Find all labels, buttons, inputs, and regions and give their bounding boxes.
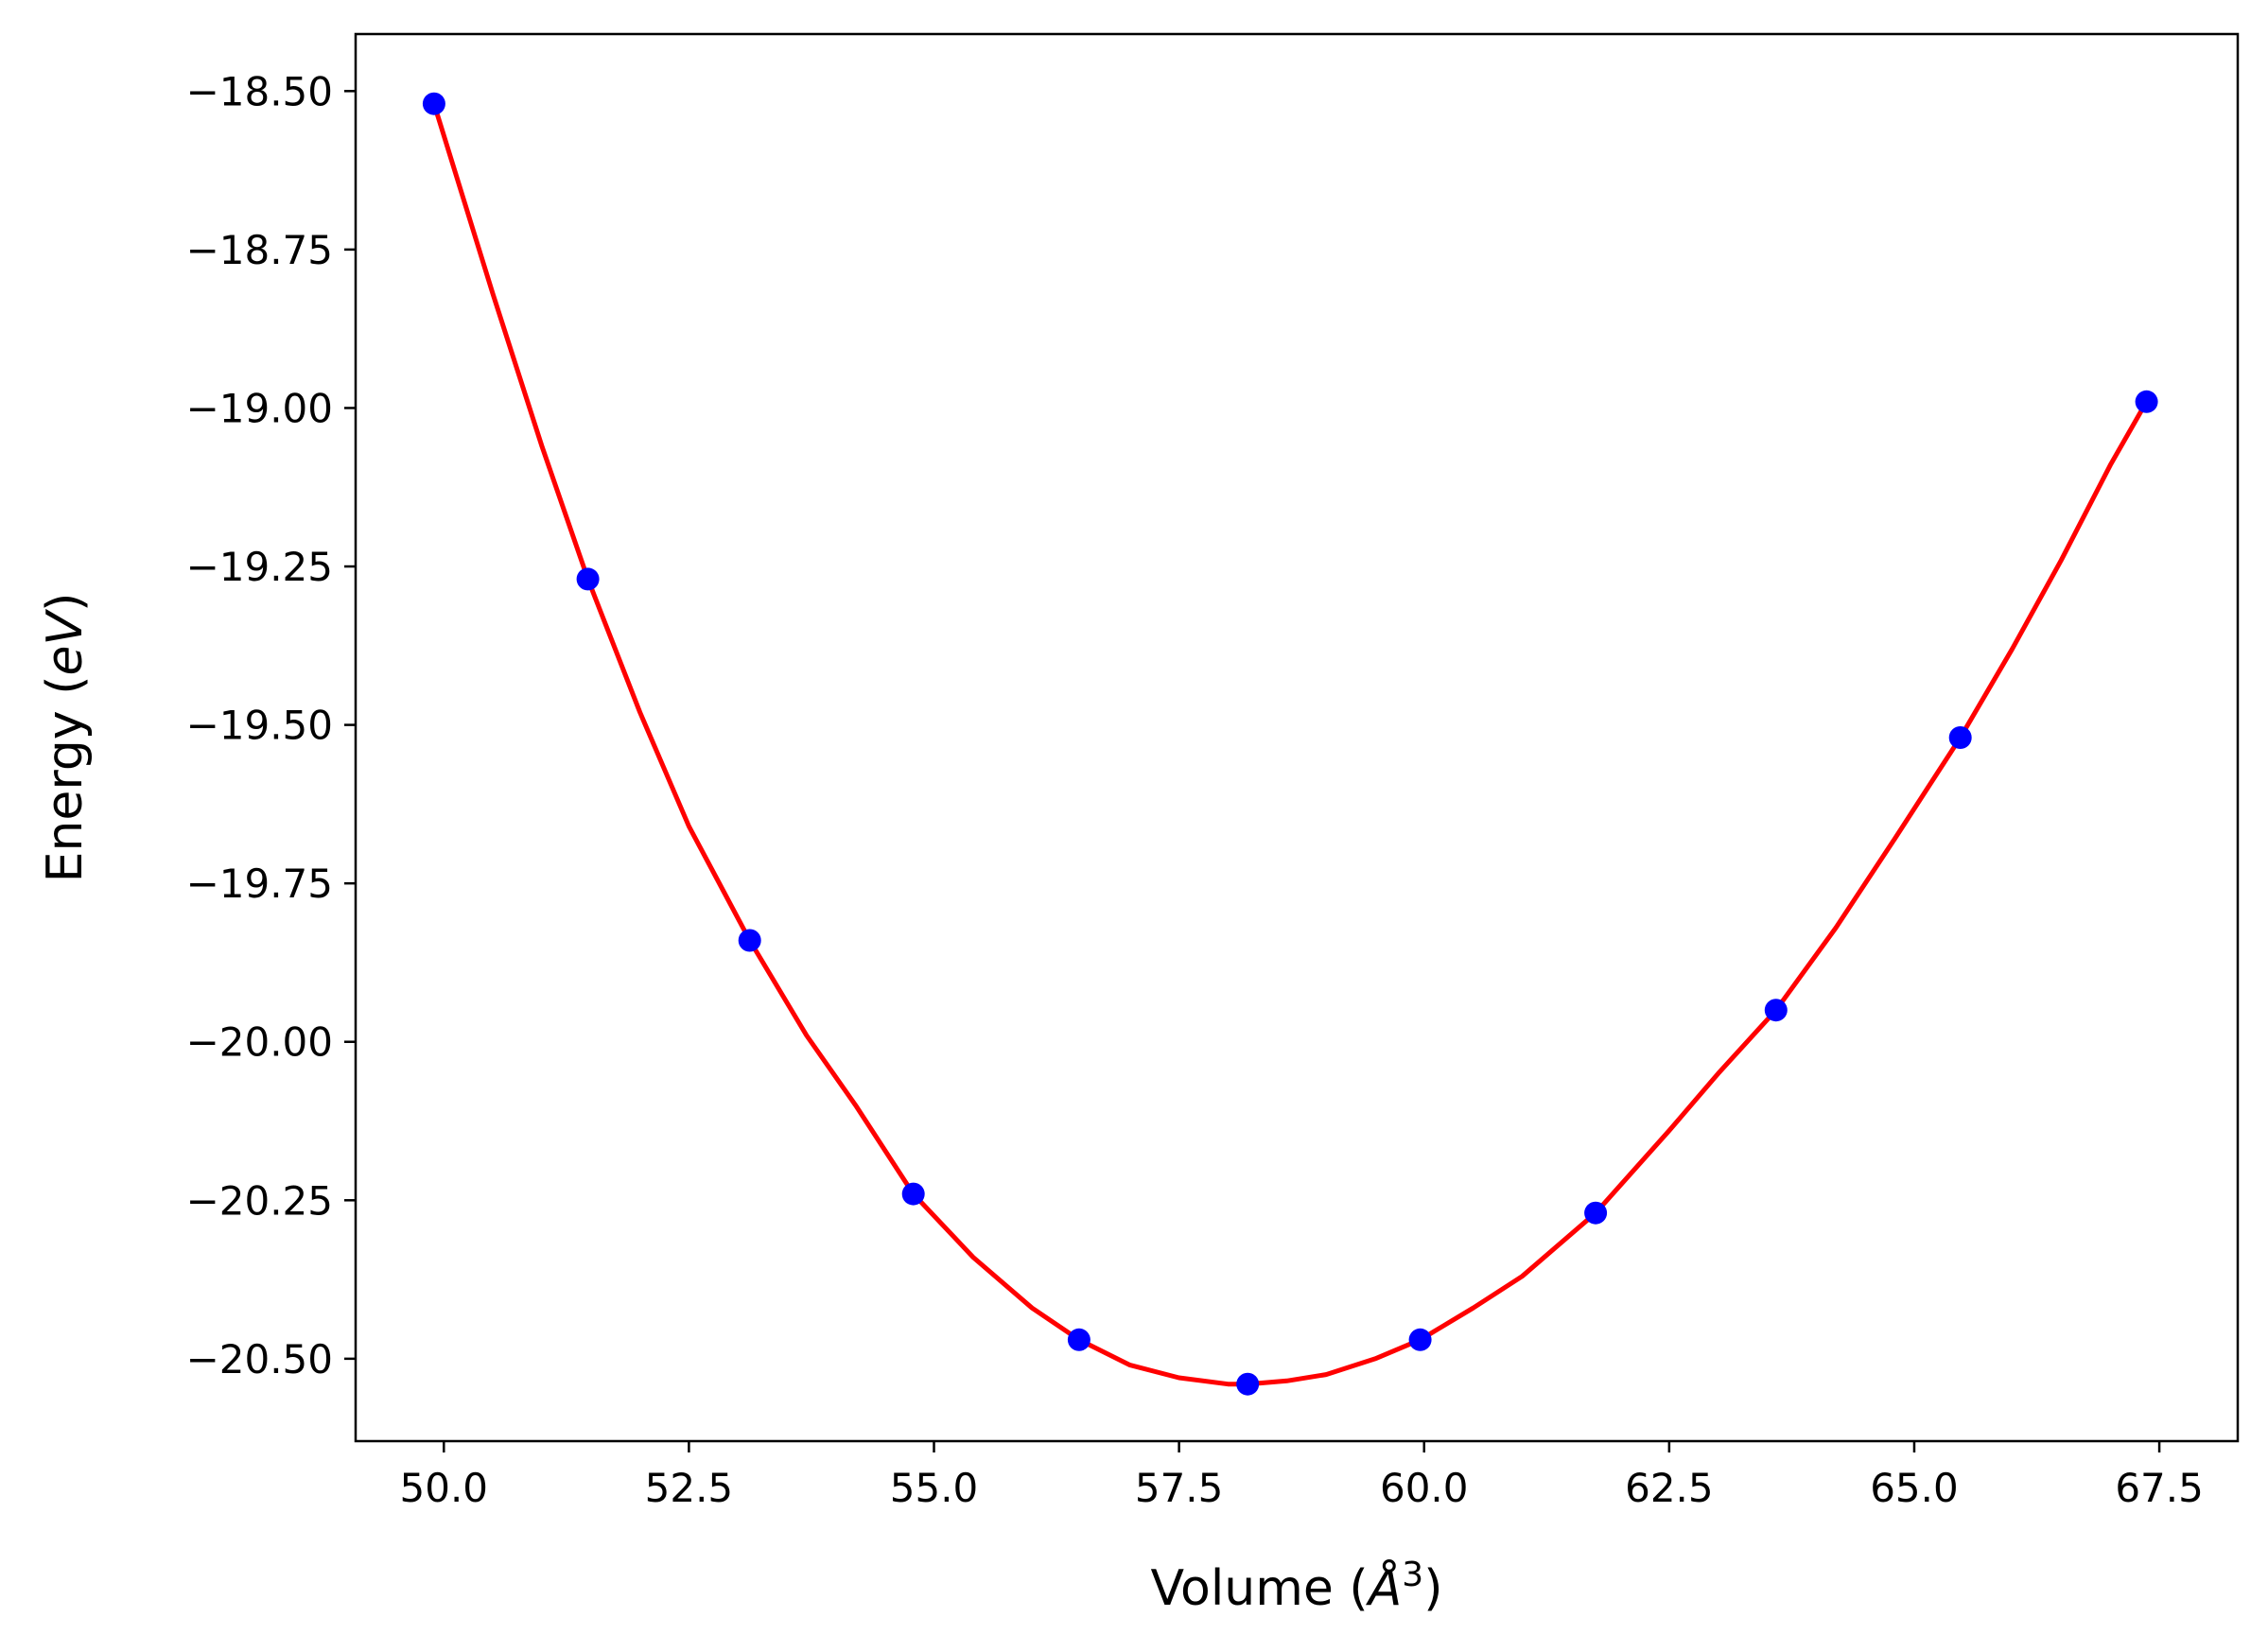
data-point	[2135, 390, 2158, 413]
x-tick-label: 57.5	[1135, 1465, 1224, 1511]
y-axis: −18.50 −18.75 −19.00 −19.25 −19.50 −19.75 −20.…	[186, 68, 356, 1382]
x-axis: 50.0 52.5 55.0 57.5 60.0 62.5 65.0 67.5	[400, 1441, 2204, 1511]
fit-curve-line	[431, 102, 2149, 1387]
x-tick-label: 55.0	[890, 1465, 979, 1511]
y-tick-label: −19.00	[186, 385, 333, 431]
y-tick-label: −18.75	[186, 227, 333, 273]
x-tick-label: 50.0	[400, 1465, 489, 1511]
data-point	[1067, 1328, 1090, 1351]
y-axis-label: Energy (eV)	[37, 593, 94, 883]
x-tick-label: 65.0	[1870, 1465, 1959, 1511]
x-tick-label: 67.5	[2115, 1465, 2204, 1511]
data-point	[1764, 999, 1788, 1022]
data-point	[1948, 726, 1972, 749]
data-points-layer	[422, 92, 2158, 1396]
y-axis-label-unit: eV	[37, 609, 94, 676]
data-point	[1236, 1372, 1260, 1396]
y-tick-label: −19.50	[186, 703, 333, 749]
data-point	[422, 92, 445, 115]
data-point	[901, 1182, 925, 1206]
data-point	[576, 567, 600, 591]
x-tick-label: 62.5	[1625, 1465, 1714, 1511]
x-tick-label: 52.5	[645, 1465, 734, 1511]
plot-frame	[354, 32, 2240, 1443]
y-tick-label: −19.75	[186, 861, 333, 907]
x-axis-label-text: Volume	[1150, 1560, 1333, 1617]
x-axis-label-exponent: 3	[1402, 1556, 1423, 1594]
data-point	[1584, 1201, 1608, 1225]
y-axis-label-text: Energy	[37, 710, 94, 882]
y-tick-label: −20.50	[186, 1336, 333, 1382]
x-axis-label: Volume (Å3)	[1150, 1556, 1442, 1617]
fit-curve-layer	[431, 102, 2149, 1387]
data-point	[1408, 1328, 1432, 1351]
y-tick-label: −20.00	[186, 1019, 333, 1066]
y-tick-label: −20.25	[186, 1177, 333, 1224]
plot-area	[356, 34, 2238, 1441]
y-tick-label: −18.50	[186, 68, 333, 114]
data-point	[738, 929, 761, 952]
x-tick-label: 60.0	[1380, 1465, 1469, 1511]
x-axis-label-unit: Å	[1366, 1558, 1403, 1617]
y-tick-label: −19.25	[186, 544, 333, 590]
